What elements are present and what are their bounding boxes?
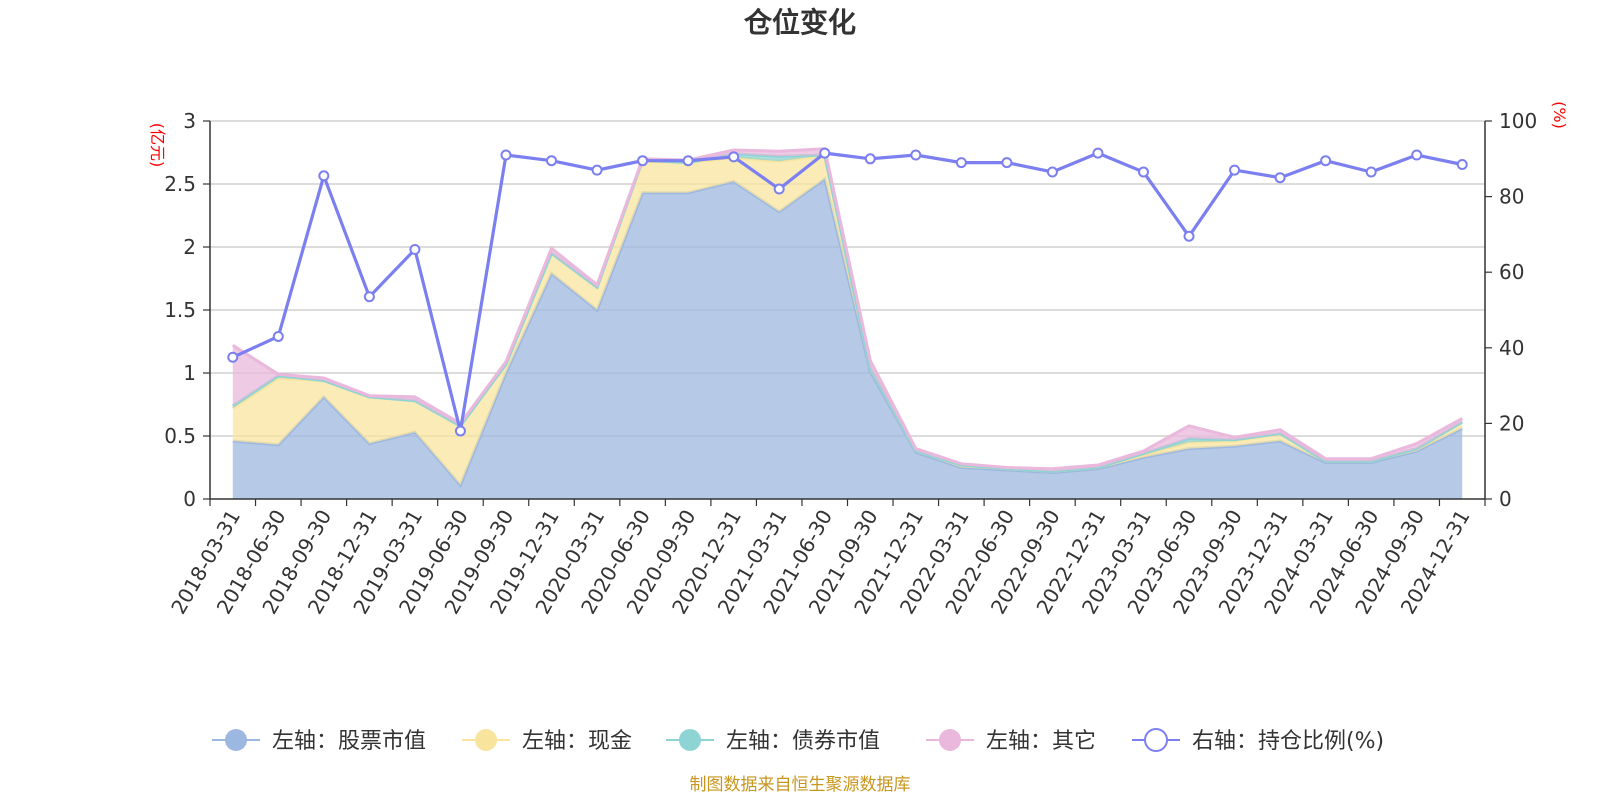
left-tick-label: 3 (183, 109, 196, 133)
ratio-point (1365, 166, 1377, 178)
ratio-point (227, 351, 239, 363)
ratio-point (546, 155, 558, 167)
left-tick-label: 2.5 (164, 172, 196, 196)
ratio-point (864, 153, 876, 165)
left-tick-label: 1.5 (164, 298, 196, 322)
source-note: 制图数据来自恒生聚源数据库 (690, 775, 911, 795)
legend-label: 左轴：股票市值 (272, 729, 426, 754)
right-tick-label: 60 (1499, 260, 1524, 284)
area-edge-line (231, 147, 1463, 471)
ratio-line-series (227, 147, 1468, 437)
chart-title: 仓位变化 (744, 6, 856, 39)
area-series (231, 147, 1463, 499)
left-tick-label: 2 (183, 235, 196, 259)
ratio-point (728, 151, 740, 163)
ratio-point (1320, 155, 1332, 167)
ratio-point (409, 244, 421, 256)
legend-marker (679, 729, 701, 751)
ratio-point (1229, 164, 1241, 176)
area-fill (232, 179, 1463, 499)
legend-label: 右轴：持仓比例(%) (1192, 729, 1384, 754)
ratio-point (1137, 166, 1149, 178)
left-tick-label: 1 (183, 361, 196, 385)
ratio-point (910, 149, 922, 161)
ratio-point (591, 164, 603, 176)
ratio-point (363, 291, 375, 303)
left-tick-label: 0.5 (164, 424, 196, 448)
ratio-point (1274, 172, 1286, 184)
legend-marker (1144, 728, 1168, 752)
right-tick-label: 80 (1499, 185, 1524, 209)
right-axis-unit: (%) (1550, 101, 1569, 129)
axes: 0 0.5 1 1.5 2 2.5 3 0 20 40 60 80 100 (164, 109, 1537, 511)
ratio-point (318, 170, 330, 182)
legend-label: 左轴：其它 (986, 729, 1096, 754)
ratio-point (819, 147, 831, 159)
ratio-point (500, 149, 512, 161)
ratio-point (637, 155, 649, 167)
left-axis-unit: (亿元) (148, 123, 167, 168)
legend-label: 左轴：债券市值 (726, 729, 880, 754)
ratio-point (773, 183, 785, 195)
ratio-point (1411, 149, 1423, 161)
right-tick-label: 0 (1499, 487, 1512, 511)
right-tick-label: 40 (1499, 336, 1524, 360)
ratio-point (1183, 230, 1195, 242)
ratio-point (1001, 157, 1013, 169)
ratio-point (272, 330, 284, 342)
ratio-point (682, 155, 694, 167)
legend: 左轴：股票市值 左轴：现金 左轴：债券市值 左轴：其它 右轴：持仓比例(%) (212, 728, 1384, 754)
ratio-line (232, 151, 1463, 432)
ratio-point (1046, 166, 1058, 178)
ratio-point (1456, 158, 1468, 170)
legend-label: 左轴：现金 (522, 729, 632, 754)
right-tick-label: 100 (1499, 109, 1537, 133)
right-tick-label: 20 (1499, 411, 1524, 435)
ratio-point (454, 425, 466, 437)
x-axis-labels: 2018-03-312018-06-302018-09-302018-12-31… (166, 505, 1474, 618)
legend-marker (939, 729, 961, 751)
legend-marker (475, 729, 497, 751)
legend-marker (225, 729, 247, 751)
ratio-point (1092, 147, 1104, 159)
ratio-point (955, 157, 967, 169)
left-tick-label: 0 (183, 487, 196, 511)
